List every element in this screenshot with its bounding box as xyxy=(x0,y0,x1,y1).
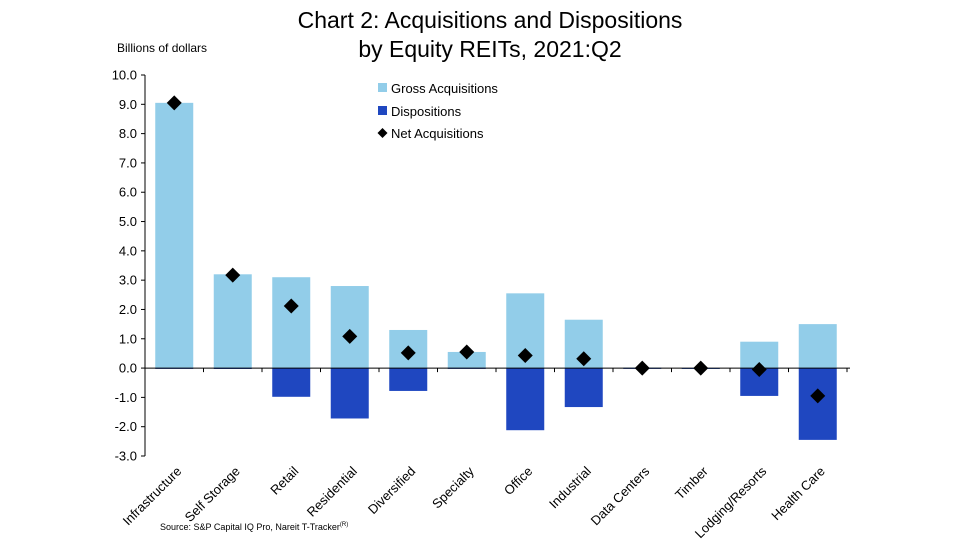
disposition-bars-group xyxy=(155,368,837,440)
dispositions-bar-7 xyxy=(564,368,603,408)
dispositions-bar-6 xyxy=(506,368,545,431)
legend-label-1: Dispositions xyxy=(391,104,462,119)
x-tick-label-0: Infrastructure xyxy=(120,464,185,529)
y-tick-label-10: 0.0 xyxy=(119,361,137,376)
dispositions-bar-11 xyxy=(798,368,837,440)
y-tick-label-9: 1.0 xyxy=(119,331,137,346)
x-tick-label-6: Office xyxy=(501,464,535,498)
gross-acquisitions-bar-5 xyxy=(447,351,486,369)
gross-acquisitions-bar-11 xyxy=(798,324,837,369)
chart-title-line2: by Equity REITs, 2021:Q2 xyxy=(358,36,622,62)
net-acquisitions-marker-5 xyxy=(459,344,475,360)
y-tick-label-12: -2.0 xyxy=(115,419,137,434)
net-acquisitions-marker-8 xyxy=(634,360,650,376)
net-markers-group xyxy=(166,95,826,404)
net-acquisitions-marker-0 xyxy=(166,95,182,111)
gross-acquisitions-bar-0 xyxy=(155,102,194,369)
legend-label-2: Net Acquisitions xyxy=(391,126,484,141)
net-acquisitions-marker-4 xyxy=(400,345,416,361)
y-tick-label-2: 8.0 xyxy=(119,126,137,141)
chart-title-line1: Chart 2: Acquisitions and Dispositions xyxy=(297,7,683,33)
net-acquisitions-marker-11 xyxy=(810,388,826,404)
net-acquisitions-marker-1 xyxy=(225,267,241,283)
net-acquisitions-marker-10 xyxy=(751,362,767,378)
legend-swatch-1 xyxy=(378,106,387,115)
source-text: Source: S&P Capital IQ Pro, Nareit T-Tra… xyxy=(160,522,340,532)
x-tick-label-11: Health Care xyxy=(768,464,828,524)
net-acquisitions-marker-9 xyxy=(693,360,709,376)
legend-swatch-2 xyxy=(377,128,388,138)
x-tick-label-5: Specialty xyxy=(429,463,477,511)
y-tick-label-5: 5.0 xyxy=(119,214,137,229)
source-superscript: (R) xyxy=(339,522,349,528)
source-note: Source: S&P Capital IQ Pro, Nareit T-Tra… xyxy=(160,522,348,532)
gross-bars-group xyxy=(155,102,837,369)
x-tick-label-4: Diversified xyxy=(365,464,419,518)
y-tick-label-6: 4.0 xyxy=(119,243,137,258)
net-acquisitions-marker-2 xyxy=(283,298,299,314)
y-tick-label-0: 10.0 xyxy=(112,68,137,83)
x-tick-label-8: Data Centers xyxy=(588,463,653,528)
dispositions-bar-3 xyxy=(330,368,369,419)
y-tick-label-8: 2.0 xyxy=(119,302,137,317)
x-tick-label-1: Self Storage xyxy=(182,464,243,525)
legend-label-0: Gross Acquisitions xyxy=(391,81,498,96)
gross-acquisitions-bar-1 xyxy=(213,274,252,369)
y-axis-label: Billions of dollars xyxy=(117,41,208,55)
dispositions-bar-4 xyxy=(389,368,428,391)
y-tick-label-1: 9.0 xyxy=(119,97,137,112)
y-tick-label-7: 3.0 xyxy=(119,273,137,288)
net-acquisitions-marker-3 xyxy=(342,328,358,344)
gross-acquisitions-bar-2 xyxy=(272,277,311,369)
y-tick-label-4: 6.0 xyxy=(119,185,137,200)
y-tick-label-13: -3.0 xyxy=(115,449,137,464)
y-tick-label-11: -1.0 xyxy=(115,390,137,405)
x-tick-label-9: Timber xyxy=(672,463,711,502)
legend: Gross Acquisitions Dispositions Net Acquis… xyxy=(377,81,498,141)
x-tick-label-7: Industrial xyxy=(546,463,594,511)
legend-swatch-0 xyxy=(378,83,387,92)
gross-acquisitions-bar-3 xyxy=(330,286,369,369)
x-tick-label-2: Retail xyxy=(267,463,301,497)
axes-group: 10.0 9.0 8.0 7.0 6.0 5.0 4.0 3.0 2.0 1.0 0.0 -1.0 -2… xyxy=(112,68,850,464)
net-acquisitions-marker-7 xyxy=(576,351,592,367)
net-acquisitions-marker-6 xyxy=(517,347,533,363)
x-tick-label-3: Residential xyxy=(304,463,360,519)
y-tick-label-3: 7.0 xyxy=(119,155,137,170)
dispositions-bar-2 xyxy=(272,368,311,397)
